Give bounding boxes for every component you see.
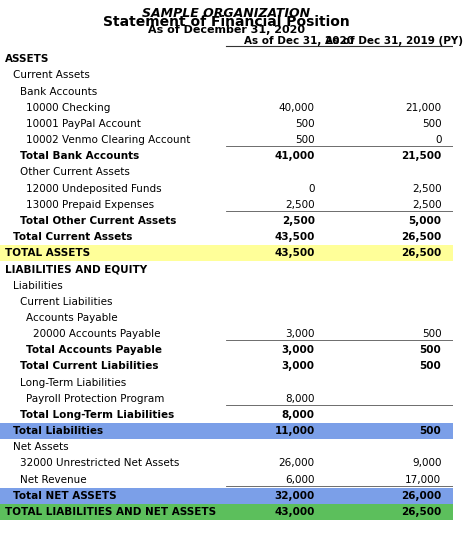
Text: SAMPLE ORGANIZATION: SAMPLE ORGANIZATION xyxy=(142,7,310,20)
Text: Total Other Current Assets: Total Other Current Assets xyxy=(20,216,176,226)
Text: 500: 500 xyxy=(419,426,441,436)
Text: 13000 Prepaid Expenses: 13000 Prepaid Expenses xyxy=(26,200,155,210)
Text: 2,500: 2,500 xyxy=(412,200,441,210)
Text: 17,000: 17,000 xyxy=(405,475,441,485)
Text: As of Dec 31, 2020: As of Dec 31, 2020 xyxy=(244,36,354,46)
Text: As of December 31, 2020: As of December 31, 2020 xyxy=(148,25,305,35)
Text: 26,500: 26,500 xyxy=(401,507,441,517)
Text: 8,000: 8,000 xyxy=(282,410,315,420)
Text: Current Liabilities: Current Liabilities xyxy=(20,297,112,307)
Text: 10002 Venmo Clearing Account: 10002 Venmo Clearing Account xyxy=(26,135,191,145)
Text: 500: 500 xyxy=(419,345,441,355)
Text: Total Current Assets: Total Current Assets xyxy=(13,232,132,242)
Text: 3,000: 3,000 xyxy=(282,345,315,355)
Text: 3,000: 3,000 xyxy=(285,329,315,339)
Text: 0: 0 xyxy=(308,184,315,194)
Text: 500: 500 xyxy=(422,329,441,339)
Text: 20000 Accounts Payable: 20000 Accounts Payable xyxy=(33,329,160,339)
Text: TOTAL LIABILITIES AND NET ASSETS: TOTAL LIABILITIES AND NET ASSETS xyxy=(5,507,217,517)
Text: 500: 500 xyxy=(295,135,315,145)
Text: 0: 0 xyxy=(435,135,441,145)
Text: Total Accounts Payable: Total Accounts Payable xyxy=(26,345,162,355)
Text: 41,000: 41,000 xyxy=(274,151,315,161)
Text: Other Current Assets: Other Current Assets xyxy=(20,167,130,178)
Text: 26,000: 26,000 xyxy=(279,459,315,469)
Text: As of Dec 31, 2019 (PY): As of Dec 31, 2019 (PY) xyxy=(325,36,463,46)
Text: 43,500: 43,500 xyxy=(274,232,315,242)
Text: Payroll Protection Program: Payroll Protection Program xyxy=(26,394,164,404)
FancyBboxPatch shape xyxy=(0,488,453,504)
Text: 2,500: 2,500 xyxy=(282,216,315,226)
Text: Total Liabilities: Total Liabilities xyxy=(13,426,103,436)
Text: 12000 Undeposited Funds: 12000 Undeposited Funds xyxy=(26,184,162,194)
Text: 500: 500 xyxy=(419,361,441,371)
Text: 32000 Unrestricted Net Assets: 32000 Unrestricted Net Assets xyxy=(20,459,179,469)
Text: 500: 500 xyxy=(295,119,315,129)
Text: 10000 Checking: 10000 Checking xyxy=(26,103,110,113)
Text: 21,000: 21,000 xyxy=(405,103,441,113)
Text: Liabilities: Liabilities xyxy=(13,280,63,290)
Text: 5,000: 5,000 xyxy=(409,216,441,226)
Text: 43,500: 43,500 xyxy=(274,248,315,258)
FancyBboxPatch shape xyxy=(0,504,453,520)
Text: Accounts Payable: Accounts Payable xyxy=(26,313,118,323)
Text: 2,500: 2,500 xyxy=(285,200,315,210)
Text: 500: 500 xyxy=(422,119,441,129)
Text: 9,000: 9,000 xyxy=(412,459,441,469)
Text: 8,000: 8,000 xyxy=(285,394,315,404)
Text: Statement of Financial Position: Statement of Financial Position xyxy=(103,15,350,29)
Text: LIABILITIES AND EQUITY: LIABILITIES AND EQUITY xyxy=(5,265,147,274)
Text: Total Long-Term Liabilities: Total Long-Term Liabilities xyxy=(20,410,174,420)
Text: Total Current Liabilities: Total Current Liabilities xyxy=(20,361,158,371)
Text: 26,500: 26,500 xyxy=(401,232,441,242)
Text: Current Assets: Current Assets xyxy=(13,70,90,80)
Text: Total NET ASSETS: Total NET ASSETS xyxy=(13,491,116,501)
Text: 10001 PayPal Account: 10001 PayPal Account xyxy=(26,119,141,129)
Text: Bank Accounts: Bank Accounts xyxy=(20,86,97,97)
FancyBboxPatch shape xyxy=(0,245,453,261)
Text: 26,000: 26,000 xyxy=(401,491,441,501)
Text: Total Bank Accounts: Total Bank Accounts xyxy=(20,151,139,161)
Text: 32,000: 32,000 xyxy=(274,491,315,501)
Text: 6,000: 6,000 xyxy=(285,475,315,485)
Text: 2,500: 2,500 xyxy=(412,184,441,194)
FancyBboxPatch shape xyxy=(0,423,453,439)
Text: 3,000: 3,000 xyxy=(282,361,315,371)
Text: TOTAL ASSETS: TOTAL ASSETS xyxy=(5,248,91,258)
Text: 21,500: 21,500 xyxy=(401,151,441,161)
Text: Net Assets: Net Assets xyxy=(13,442,68,452)
Text: 43,000: 43,000 xyxy=(274,507,315,517)
Text: 11,000: 11,000 xyxy=(274,426,315,436)
Text: Net Revenue: Net Revenue xyxy=(20,475,87,485)
Text: 40,000: 40,000 xyxy=(279,103,315,113)
Text: 26,500: 26,500 xyxy=(401,248,441,258)
Text: Long-Term Liabilities: Long-Term Liabilities xyxy=(20,378,126,388)
Text: ASSETS: ASSETS xyxy=(5,54,50,64)
